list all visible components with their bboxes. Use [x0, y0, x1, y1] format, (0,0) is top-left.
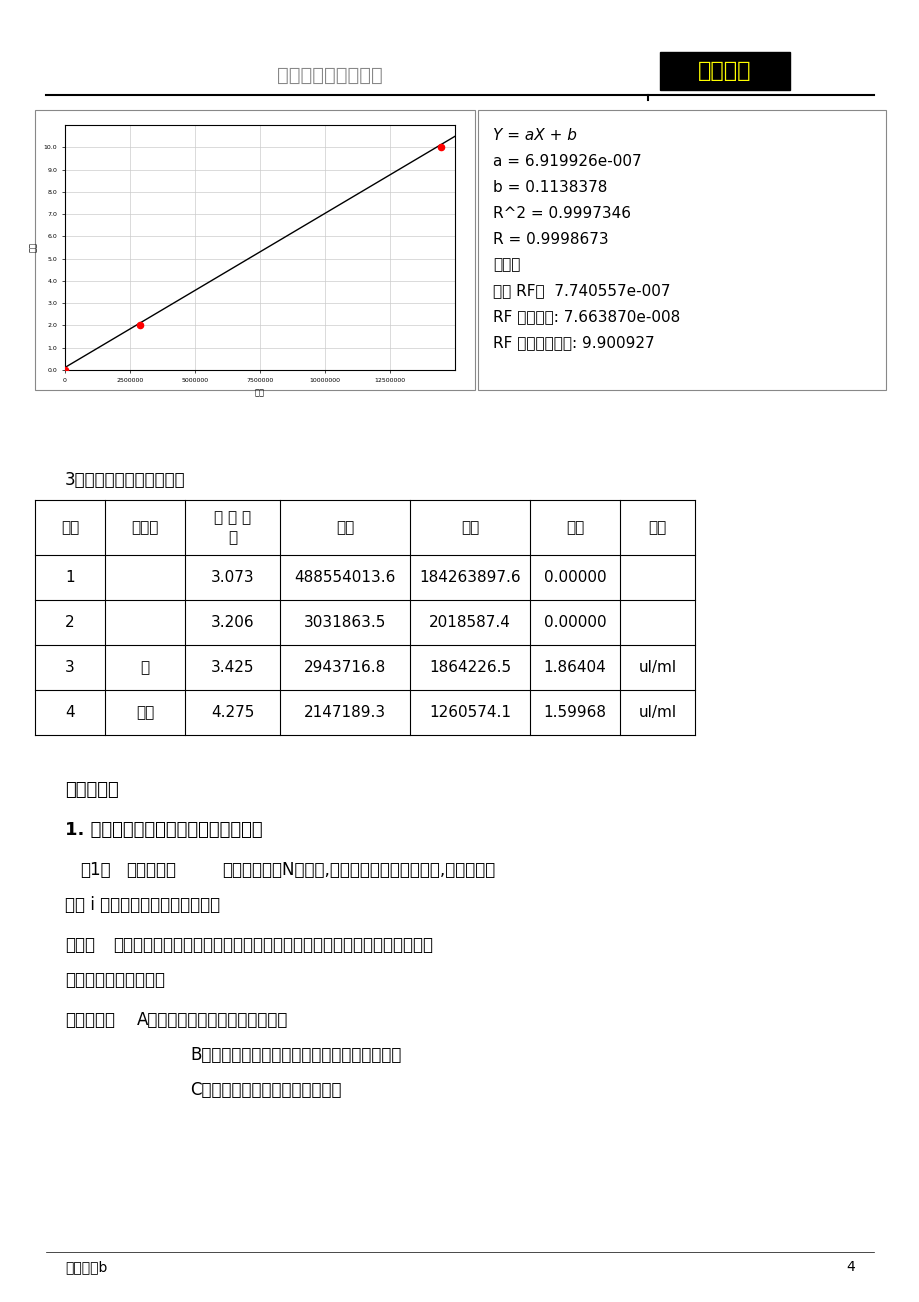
- Text: 苯: 苯: [141, 660, 150, 674]
- Text: 184263897.6: 184263897.6: [419, 570, 520, 585]
- Text: 3、未知混合样品的测定：: 3、未知混合样品的测定：: [65, 471, 186, 490]
- Text: 2: 2: [65, 615, 74, 630]
- Text: Y = aX + b: Y = aX + b: [493, 128, 576, 142]
- Text: ul/ml: ul/ml: [638, 704, 675, 720]
- Text: 若试样中含有N个组分,且各组分均能洗出色谱峰,则其中某个: 若试样中含有N个组分,且各组分均能洗出色谱峰,则其中某个: [221, 861, 494, 879]
- Text: C、要知道每种物质的校正因子。: C、要知道每种物质的校正因子。: [190, 1081, 341, 1099]
- FancyBboxPatch shape: [478, 109, 885, 391]
- Point: [433, 137, 448, 158]
- Text: 用于多组分同时测定。: 用于多组分同时测定。: [65, 971, 165, 990]
- Text: 实验报告b: 实验报告b: [65, 1260, 108, 1273]
- Text: 1.59968: 1.59968: [543, 704, 606, 720]
- Text: 488554013.6: 488554013.6: [294, 570, 395, 585]
- Text: 1260574.1: 1260574.1: [428, 704, 510, 720]
- FancyBboxPatch shape: [35, 109, 474, 391]
- Text: 1. 气相色谱法常用的几种定量分析方法: 1. 气相色谱法常用的几种定量分析方法: [65, 822, 262, 838]
- FancyBboxPatch shape: [659, 52, 789, 90]
- Text: （1）: （1）: [80, 861, 110, 879]
- Text: 组分名: 组分名: [131, 519, 158, 535]
- Text: 仅供参考: 仅供参考: [698, 61, 751, 81]
- Text: 2147189.3: 2147189.3: [303, 704, 386, 720]
- Text: 3.425: 3.425: [210, 660, 254, 674]
- Text: 0.00000: 0.00000: [543, 570, 606, 585]
- Text: 归一化法：: 归一化法：: [126, 861, 176, 879]
- Text: 峰高: 峰高: [460, 519, 479, 535]
- Text: 间: 间: [228, 530, 237, 546]
- Text: 4: 4: [65, 704, 74, 720]
- Text: 0.00000: 0.00000: [543, 615, 606, 630]
- Text: 3031863.5: 3031863.5: [303, 615, 386, 630]
- Text: 单位: 单位: [648, 519, 666, 535]
- Text: 外标法: 外标法: [493, 258, 520, 272]
- Point: [58, 359, 73, 380]
- Text: 组分 i 的质量分数可按下式计算：: 组分 i 的质量分数可按下式计算：: [65, 896, 220, 914]
- Text: 保 留 时: 保 留 时: [214, 510, 251, 525]
- Text: 简便、准确；进样量的准确性和操作条件的变动对测定结果影响不大；适: 简便、准确；进样量的准确性和操作条件的变动对测定结果影响不大；适: [113, 936, 433, 954]
- Text: 1.86404: 1.86404: [543, 660, 606, 674]
- Text: RF 相对标准偏差: 9.900927: RF 相对标准偏差: 9.900927: [493, 336, 654, 350]
- X-axis label: 面积: 面积: [255, 388, 265, 397]
- Text: 面积: 面积: [335, 519, 354, 535]
- Text: 特点：: 特点：: [65, 936, 95, 954]
- Point: [132, 315, 147, 336]
- Text: 浓度: 浓度: [565, 519, 584, 535]
- Text: 1864226.5: 1864226.5: [428, 660, 511, 674]
- Text: b = 0.1138378: b = 0.1138378: [493, 180, 607, 194]
- Text: 4.275: 4.275: [210, 704, 254, 720]
- Text: 3: 3: [65, 660, 74, 674]
- Text: B、相同浓度下，峰面积的比值等于浓度的比值: B、相同浓度下，峰面积的比值等于浓度的比值: [190, 1046, 401, 1064]
- Text: 平均 RF：  7.740557e-007: 平均 RF： 7.740557e-007: [493, 284, 670, 298]
- Text: A、试样中所有组分必须全部出峰: A、试样中所有组分必须全部出峰: [137, 1010, 288, 1029]
- Text: 3.206: 3.206: [210, 615, 254, 630]
- Text: 峰号: 峰号: [61, 519, 79, 535]
- Text: 页眉页脚可一键删除: 页眉页脚可一键删除: [277, 65, 382, 85]
- Text: 五、讨论：: 五、讨论：: [65, 781, 119, 799]
- Text: 甲苯: 甲苯: [136, 704, 154, 720]
- Text: 2943716.8: 2943716.8: [303, 660, 386, 674]
- Text: 4: 4: [845, 1260, 854, 1273]
- Text: 2018587.4: 2018587.4: [428, 615, 510, 630]
- Text: RF 标准偏差: 7.663870e-008: RF 标准偏差: 7.663870e-008: [493, 310, 679, 324]
- Text: a = 6.919926e-007: a = 6.919926e-007: [493, 154, 641, 168]
- Text: 1: 1: [65, 570, 74, 585]
- Text: 使用前提：: 使用前提：: [65, 1010, 115, 1029]
- Text: 3.073: 3.073: [210, 570, 254, 585]
- Text: R^2 = 0.9997346: R^2 = 0.9997346: [493, 206, 630, 220]
- Text: ul/ml: ul/ml: [638, 660, 675, 674]
- Y-axis label: 浓度: 浓度: [29, 242, 39, 253]
- Text: R = 0.9998673: R = 0.9998673: [493, 232, 608, 246]
